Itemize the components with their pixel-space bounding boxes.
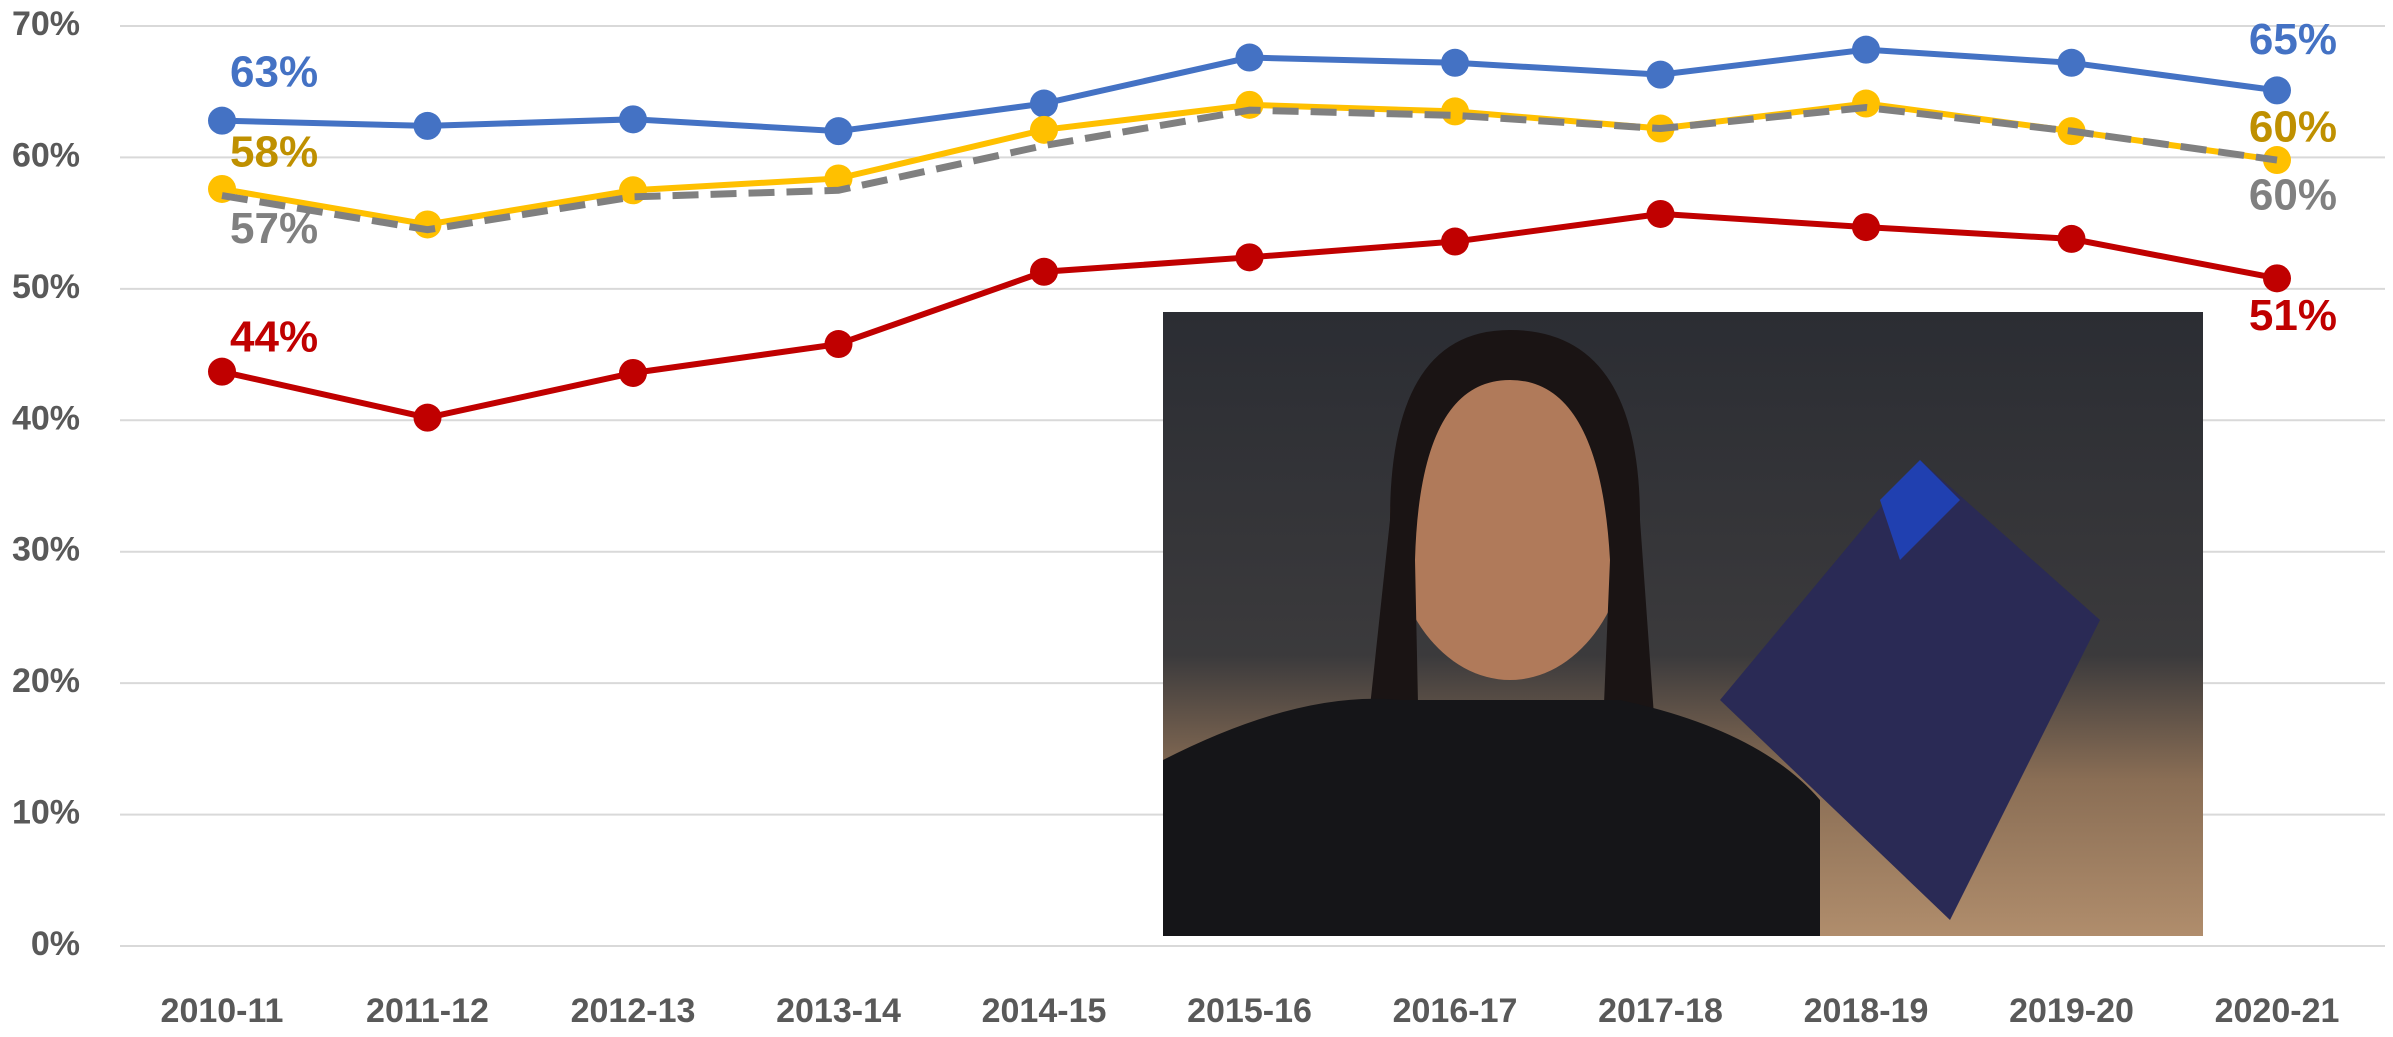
- y-tick-label: 30%: [12, 531, 80, 569]
- data-point: [1441, 48, 1469, 77]
- x-tick-label: 2019-20: [2009, 992, 2134, 1030]
- data-point: [2263, 264, 2291, 293]
- data-point: [619, 358, 647, 387]
- data-point: [1235, 243, 1264, 272]
- x-tick-label: 2016-17: [1393, 992, 1518, 1030]
- data-point: [1030, 89, 1058, 118]
- data-point: [1852, 213, 1880, 242]
- data-point: [1235, 43, 1264, 72]
- data-point: [1441, 227, 1469, 256]
- data-point: [1852, 89, 1880, 118]
- data-point: [619, 105, 647, 134]
- x-tick-label: 2020-21: [2215, 992, 2340, 1030]
- data-point: [2263, 76, 2291, 105]
- data-point: [1646, 60, 1675, 89]
- photo: [1163, 312, 2203, 936]
- data-point: [413, 403, 442, 432]
- x-tick-label: 2017-18: [1598, 992, 1723, 1030]
- x-tick-label: 2010-11: [161, 992, 284, 1030]
- data-point: [1030, 115, 1058, 144]
- y-tick-label: 50%: [12, 268, 80, 306]
- x-tick-label: 2018-19: [1804, 992, 1929, 1030]
- x-tick-label: 2011-12: [366, 992, 489, 1030]
- value-label: 65%: [2249, 15, 2337, 64]
- value-label: 51%: [2249, 291, 2337, 340]
- series-line: [221, 103, 2278, 234]
- data-point: [619, 176, 647, 205]
- x-tick-label: 2013-14: [776, 992, 901, 1030]
- value-label: 60%: [2249, 171, 2337, 220]
- y-tick-label: 20%: [12, 662, 80, 700]
- value-label: 57%: [230, 204, 318, 253]
- data-point: [1030, 257, 1058, 286]
- x-tick-label: 2012-13: [571, 992, 696, 1030]
- data-point: [1441, 97, 1469, 126]
- value-label: 63%: [230, 47, 318, 96]
- value-label: 44%: [230, 312, 318, 361]
- data-point: [1646, 199, 1675, 228]
- data-point: [824, 117, 853, 146]
- x-tick-label: 2015-16: [1187, 992, 1312, 1030]
- data-point: [208, 106, 236, 135]
- y-tick-label: 60%: [12, 136, 80, 174]
- data-point: [2057, 48, 2086, 77]
- x-tick-label: 2014-15: [982, 992, 1107, 1030]
- y-tick-label: 40%: [12, 399, 80, 437]
- y-tick-label: 0%: [31, 925, 80, 963]
- data-point: [1852, 35, 1880, 64]
- value-label: 60%: [2249, 103, 2337, 152]
- y-tick-label: 10%: [12, 794, 80, 832]
- data-point: [413, 210, 442, 239]
- y-tick-label: 70%: [12, 5, 80, 43]
- data-point: [413, 111, 442, 140]
- data-point: [2057, 224, 2086, 253]
- value-label: 58%: [230, 128, 318, 177]
- data-point: [208, 357, 236, 386]
- data-point: [824, 330, 853, 359]
